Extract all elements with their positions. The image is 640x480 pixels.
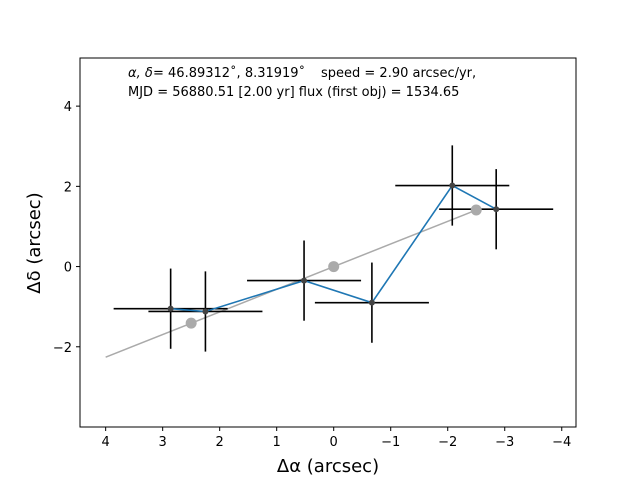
marker-layer	[167, 182, 500, 329]
fit-point	[185, 317, 197, 329]
annotation-coords-symbol: α, δ	[128, 66, 153, 81]
fit-point	[328, 261, 340, 273]
x-axis-ticks: 4 3 2 1 0 −1 −2 −3 −4	[102, 427, 571, 450]
fit-layer	[105, 209, 477, 358]
x-tick-label: −3	[495, 435, 514, 450]
annotation-speed: speed = 2.90 arcsec/yr,	[321, 66, 476, 81]
x-tick-label: 0	[330, 435, 338, 450]
fit-point	[470, 204, 482, 216]
x-tick-label: 1	[273, 435, 281, 450]
fit-line	[105, 209, 477, 358]
observation-path	[170, 184, 497, 313]
x-tick-label: 4	[102, 435, 110, 450]
observation-point	[301, 277, 308, 284]
x-axis-label: Δα (arcsec)	[277, 456, 379, 477]
observation-point	[368, 299, 375, 306]
x-tick-label: 2	[216, 435, 224, 450]
series-layer	[170, 184, 497, 313]
errorbar-layer	[113, 145, 554, 352]
x-tick-label: −4	[552, 435, 571, 450]
y-axis-ticks: −2 0 2 4	[53, 100, 80, 356]
x-tick-label: −1	[381, 435, 400, 450]
annotation-coords-value: = 46.89312˚, 8.31919˚	[153, 65, 305, 81]
observation-point	[493, 206, 500, 213]
y-tick-label: 0	[64, 261, 72, 276]
y-axis-label: Δδ (arcsec)	[24, 192, 45, 293]
observation-point	[202, 308, 209, 315]
y-tick-label: 2	[64, 180, 72, 195]
observation-point	[167, 305, 174, 312]
x-tick-label: 3	[159, 435, 167, 450]
observation-point	[449, 182, 456, 189]
plot-frame	[79, 57, 577, 428]
y-tick-label: −2	[53, 341, 72, 356]
annotation-mjd-flux: MJD = 56880.51 [2.00 yr] flux (first obj…	[128, 85, 459, 100]
x-tick-label: −2	[438, 435, 457, 450]
y-tick-label: 4	[64, 100, 72, 115]
